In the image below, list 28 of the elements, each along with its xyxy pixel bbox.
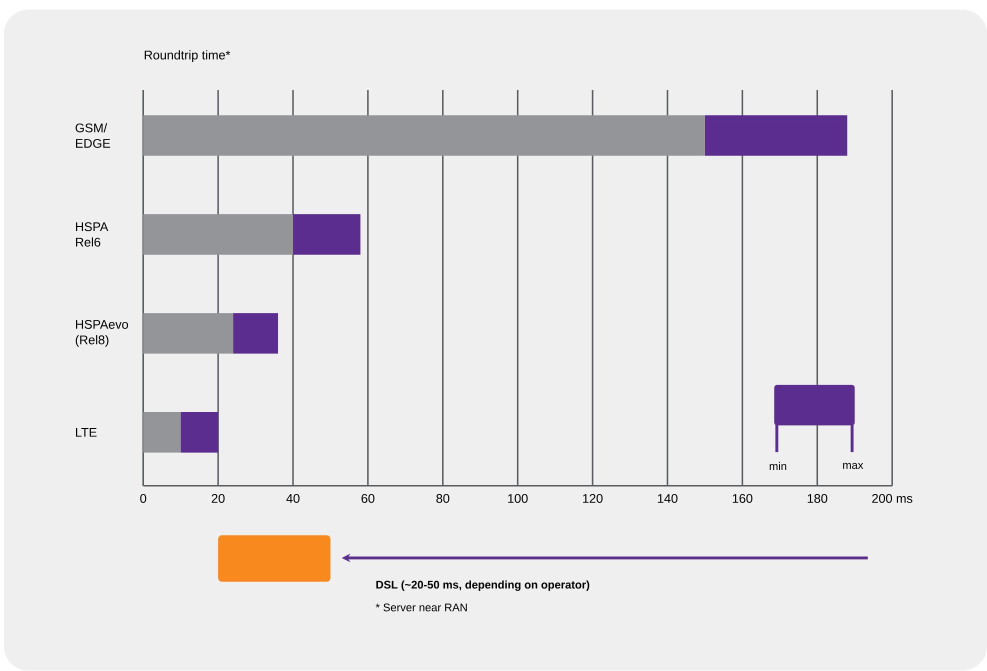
- bar: [143, 313, 234, 354]
- x-tick-label: 200 ms: [872, 494, 912, 504]
- y-tick-label: GSM/ EDGE: [76, 123, 110, 148]
- x-tick-label: 40: [286, 494, 300, 504]
- bar: [143, 115, 705, 156]
- chart-title: Roundtrip time*: [144, 50, 230, 62]
- bar: [233, 313, 278, 354]
- text: * Server near RAN: [376, 604, 467, 612]
- bar: [143, 412, 181, 453]
- y-tick-label: HSPA Rel6: [76, 222, 108, 247]
- y-tick-label: LTE: [76, 428, 97, 437]
- bar: [180, 412, 218, 453]
- x-tick-label: 0: [140, 494, 146, 504]
- x-tick-label: 160: [732, 494, 752, 504]
- bar: [293, 214, 360, 255]
- x-tick-label: 100: [508, 494, 528, 504]
- y-tick-label: HSPAevo (Rel8): [76, 320, 128, 348]
- x-tick-label: 80: [436, 494, 450, 504]
- x-tick-label: 140: [658, 494, 678, 504]
- text: DSL (~20-50 ms, depending on operator): [376, 580, 590, 592]
- bar: [143, 214, 294, 255]
- annotation: min: [770, 462, 786, 470]
- x-tick-label: 60: [362, 494, 374, 504]
- annotation: max: [843, 463, 864, 470]
- x-tick-label: 120: [583, 494, 603, 504]
- bar: [704, 115, 848, 156]
- x-tick-label: 180: [808, 494, 828, 504]
- x-tick-label: 20: [212, 494, 225, 504]
